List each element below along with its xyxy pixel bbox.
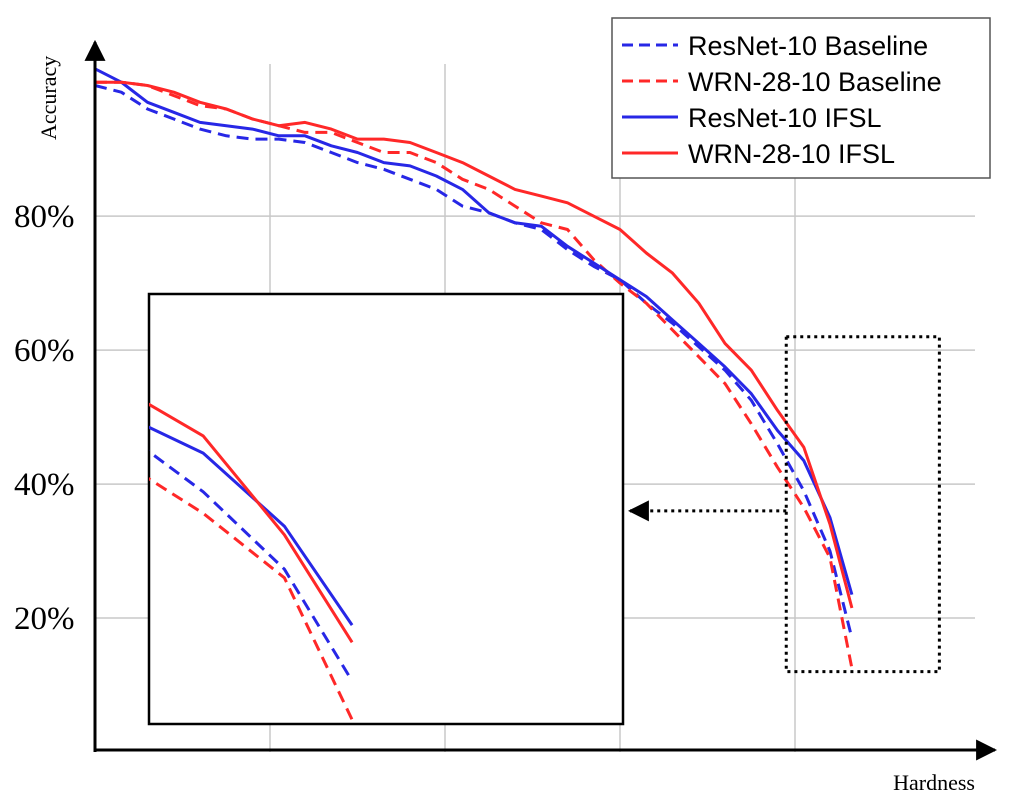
series-line-1	[94, 84, 854, 639]
legend: ResNet-10 Baseline WRN-28-10 Baseline ResN…	[611, 17, 991, 179]
legend-label: ResNet-10 Baseline	[688, 31, 928, 61]
legend-item-2: WRN-28-10 Baseline	[622, 67, 942, 97]
legend-item-3: ResNet-10 IFSL	[622, 103, 882, 133]
series-line-2	[95, 80, 854, 669]
legend-item-1: ResNet-10 Baseline	[622, 31, 928, 61]
axes	[84, 39, 998, 761]
y-tick-labels: 20% 40% 60% 80%	[14, 199, 75, 637]
legend-label: WRN-28-10 IFSL	[688, 139, 895, 169]
y-tick-label-4: 80%	[14, 199, 75, 235]
series-line-4	[95, 80, 854, 609]
legend-item-4: WRN-28-10 IFSL	[622, 139, 895, 169]
y-tick-label-2: 40%	[14, 467, 75, 503]
y-axis-label: Accuracy	[36, 56, 61, 140]
legend-label: ResNet-10 IFSL	[688, 103, 882, 133]
main-series-group	[94, 67, 854, 669]
inset-plot	[147, 292, 625, 726]
inset-frame	[147, 292, 625, 726]
x-axis-label: Hardness	[893, 770, 975, 795]
series-line-3	[94, 67, 854, 596]
y-tick-label-3: 60%	[14, 333, 75, 369]
legend-box	[611, 17, 991, 179]
y-tick-label-1: 20%	[14, 601, 75, 637]
legend-label: WRN-28-10 Baseline	[688, 67, 942, 97]
